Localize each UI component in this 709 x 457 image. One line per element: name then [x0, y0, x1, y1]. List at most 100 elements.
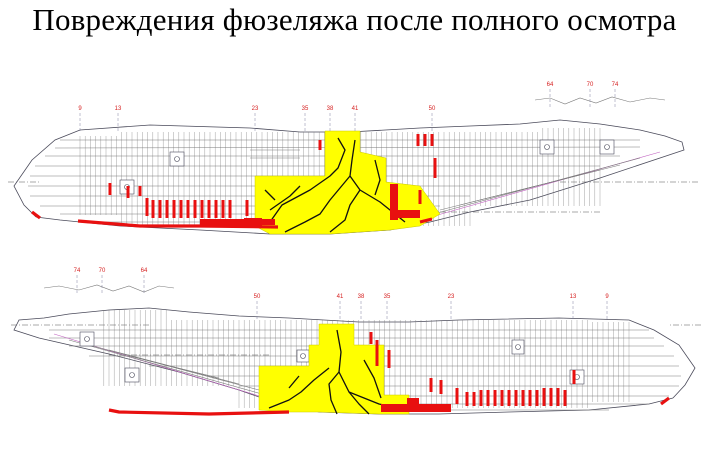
damage-area: [258, 323, 410, 415]
frame-number-label: 74: [612, 82, 619, 88]
frame-number-label: 70: [587, 82, 594, 88]
frame-number-label: 64: [547, 82, 554, 88]
crack-line: [329, 189, 361, 233]
repair-mark: [145, 198, 149, 216]
hatch-outline: [599, 139, 615, 155]
skin-repair-strip: [660, 396, 670, 406]
repair-mark: [556, 388, 560, 406]
frame-number-label: 9: [605, 294, 609, 300]
repair-patch: [244, 218, 262, 226]
repair-patch: [200, 219, 275, 225]
fuselage-view-left-side: 9 13 23 35 38 41 50 64 70 74: [8, 82, 700, 235]
repair-mark: [542, 388, 546, 406]
repair-mark: [572, 370, 576, 384]
repair-mark: [429, 378, 433, 392]
repair-patch: [398, 210, 420, 218]
repair-mark: [563, 390, 567, 406]
repair-mark: [535, 390, 539, 406]
repair-mark: [318, 140, 322, 150]
repair-mark: [433, 158, 437, 178]
repair-patch: [390, 184, 398, 220]
crack-line: [284, 175, 351, 233]
frame-number-label: 50: [254, 294, 261, 300]
repair-mark: [387, 350, 391, 368]
hatch-outline: [539, 139, 555, 155]
crack-line: [264, 189, 276, 201]
frame-number-label: 50: [429, 106, 436, 112]
repair-mark: [423, 134, 427, 146]
frame-number-label: 38: [327, 106, 334, 112]
repair-mark: [472, 392, 476, 406]
hatch-circle: [84, 336, 90, 342]
crack-line: [363, 359, 382, 399]
repair-mark: [507, 390, 511, 406]
repair-mark: [418, 190, 422, 204]
frame-number-label: 35: [384, 294, 391, 300]
frame-number-label: 9: [78, 106, 82, 112]
repair-mark: [455, 388, 459, 404]
repair-mark: [108, 183, 112, 195]
repair-mark: [214, 200, 218, 218]
repair-mark: [221, 200, 225, 218]
repair-mark: [465, 392, 469, 406]
crack-line: [269, 185, 301, 211]
repair-mark: [521, 390, 525, 406]
frame-number-label: 41: [337, 294, 344, 300]
repair-patch: [381, 404, 451, 412]
tail-stringer: [128, 355, 220, 379]
hatch-outline: [169, 151, 185, 167]
frame-number-label: 35: [302, 106, 309, 112]
crack-line: [336, 329, 370, 415]
repair-mark: [200, 200, 204, 218]
repair-mark: [493, 390, 497, 406]
repair-mark: [151, 200, 155, 218]
crack-line: [269, 137, 346, 223]
frame-number-label: 70: [99, 268, 106, 274]
repair-mark: [179, 200, 183, 218]
hatch-circle: [174, 156, 180, 162]
repair-mark: [126, 186, 130, 198]
repair-mark: [375, 340, 379, 366]
hatch-circle: [544, 144, 550, 150]
repair-mark: [228, 200, 232, 218]
fuselage-view-right-side: 74 70 64 50 41 38 35 23 13 9: [9, 268, 701, 416]
repair-patch: [407, 398, 419, 404]
repair-mark: [528, 390, 532, 406]
crack-line: [374, 159, 381, 196]
skin-repair-strip: [31, 210, 41, 220]
tail-stringer: [479, 174, 581, 201]
hatch-circle: [515, 344, 521, 350]
hatch-circle: [300, 353, 306, 359]
frame-number-label: 13: [115, 106, 122, 112]
repair-mark: [430, 134, 434, 146]
repair-mark: [193, 200, 197, 218]
crack-line: [288, 375, 300, 389]
frame-number-label: 74: [74, 268, 81, 274]
crack-line: [268, 367, 330, 409]
hatch-outline: [296, 349, 310, 363]
frame-number-label: 23: [252, 106, 259, 112]
skin-repair-strip: [108, 408, 290, 416]
hatch-outline: [124, 367, 140, 383]
repair-mark: [207, 200, 211, 218]
repair-mark: [479, 390, 483, 406]
repair-mark: [245, 200, 249, 216]
repair-mark: [549, 388, 553, 406]
hatch-outline: [79, 331, 95, 347]
repair-mark: [439, 380, 443, 394]
frame-number-label: 64: [141, 268, 148, 274]
hatch-outline: [511, 339, 525, 355]
tail-stringer: [68, 339, 270, 397]
page-title: Повреждения фюзеляжа после полного осмот…: [32, 2, 677, 37]
frame-number-label: 23: [448, 294, 455, 300]
repair-mark: [369, 332, 373, 344]
frame-number-label: 13: [570, 294, 577, 300]
skin-repair-strip: [419, 217, 433, 224]
repair-mark: [158, 200, 162, 218]
tail-stringer: [88, 344, 260, 391]
fin-fairing-line: [534, 96, 666, 105]
repair-mark: [500, 390, 504, 406]
repair-mark: [138, 186, 142, 196]
repair-mark: [165, 200, 169, 218]
